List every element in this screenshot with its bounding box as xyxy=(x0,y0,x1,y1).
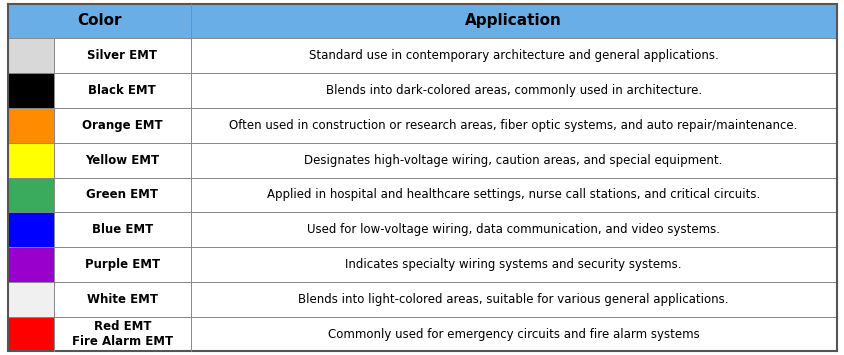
Bar xyxy=(8,282,54,317)
Text: Blends into light-colored areas, suitable for various general applications.: Blends into light-colored areas, suitabl… xyxy=(298,293,728,306)
Text: Designates high-voltage wiring, caution areas, and special equipment.: Designates high-voltage wiring, caution … xyxy=(304,154,722,166)
Bar xyxy=(8,247,836,282)
Text: Blue EMT: Blue EMT xyxy=(92,223,153,236)
Bar xyxy=(8,108,836,143)
Bar xyxy=(8,212,54,247)
Bar xyxy=(8,73,54,108)
Text: White EMT: White EMT xyxy=(87,293,158,306)
Bar xyxy=(8,317,54,351)
Bar xyxy=(8,143,836,178)
Text: Purple EMT: Purple EMT xyxy=(84,258,160,271)
Bar xyxy=(8,108,54,143)
Text: Yellow EMT: Yellow EMT xyxy=(85,154,160,166)
Bar xyxy=(8,178,54,212)
Bar xyxy=(8,212,836,247)
Bar xyxy=(8,38,54,73)
Text: Often used in construction or research areas, fiber optic systems, and auto repa: Often used in construction or research a… xyxy=(229,119,797,132)
Bar xyxy=(8,178,836,212)
Bar xyxy=(8,317,836,351)
Bar xyxy=(8,4,836,38)
Text: Red EMT
Fire Alarm EMT: Red EMT Fire Alarm EMT xyxy=(72,320,173,348)
Bar xyxy=(8,73,836,108)
Text: Used for low-voltage wiring, data communication, and video systems.: Used for low-voltage wiring, data commun… xyxy=(306,223,719,236)
Text: Blends into dark-colored areas, commonly used in architecture.: Blends into dark-colored areas, commonly… xyxy=(325,84,701,97)
Text: Green EMT: Green EMT xyxy=(86,189,158,201)
Bar xyxy=(8,282,836,317)
Text: Orange EMT: Orange EMT xyxy=(82,119,162,132)
Text: Applied in hospital and healthcare settings, nurse call stations, and critical c: Applied in hospital and healthcare setti… xyxy=(267,189,760,201)
Bar xyxy=(8,143,54,178)
Text: Silver EMT: Silver EMT xyxy=(87,49,157,62)
Text: Standard use in contemporary architecture and general applications.: Standard use in contemporary architectur… xyxy=(308,49,717,62)
Bar xyxy=(8,247,54,282)
Text: Black EMT: Black EMT xyxy=(89,84,156,97)
Text: Application: Application xyxy=(464,13,561,28)
Text: Indicates specialty wiring systems and security systems.: Indicates specialty wiring systems and s… xyxy=(345,258,681,271)
Bar xyxy=(8,38,836,73)
Text: Color: Color xyxy=(77,13,122,28)
Text: Commonly used for emergency circuits and fire alarm systems: Commonly used for emergency circuits and… xyxy=(327,328,699,340)
